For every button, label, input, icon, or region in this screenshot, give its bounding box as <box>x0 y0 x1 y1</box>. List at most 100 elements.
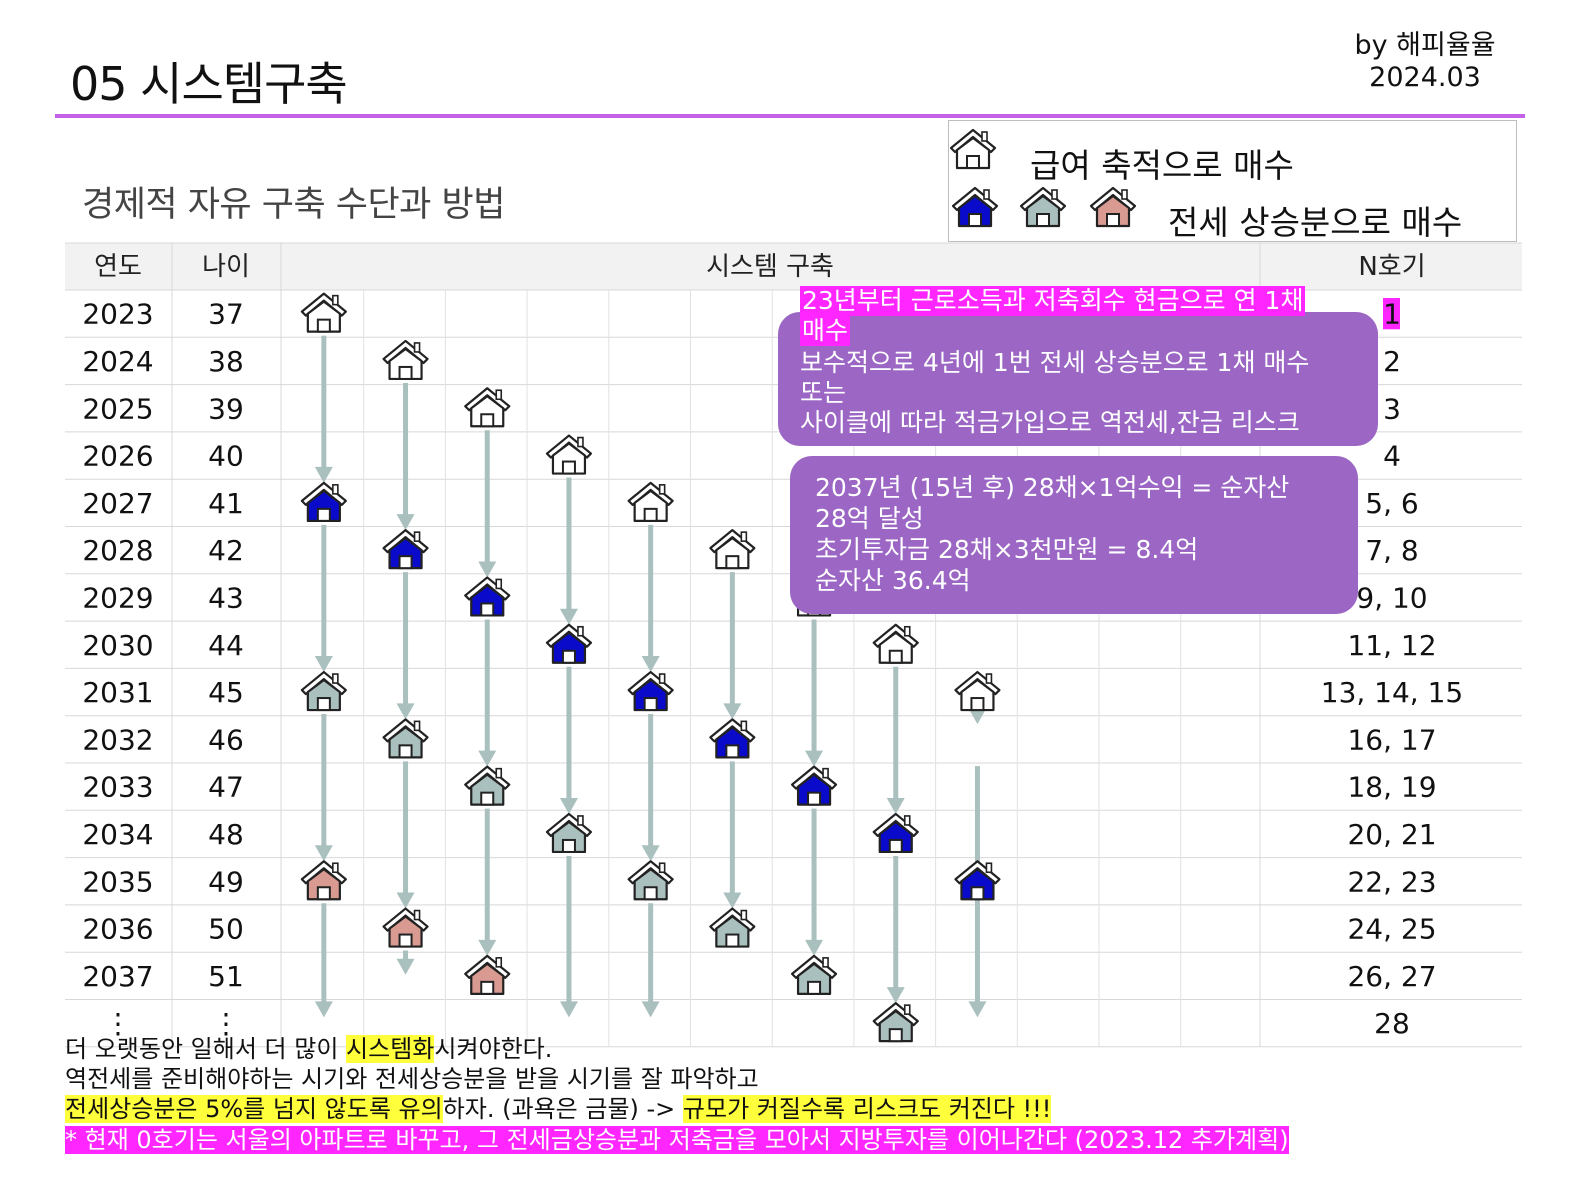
house-gray-icon <box>627 860 674 901</box>
house-body <box>1095 194 1131 228</box>
house-chimney <box>332 484 339 495</box>
cell-count: 26, 27 <box>1347 960 1436 993</box>
house-door <box>888 649 903 664</box>
house-door <box>398 933 413 948</box>
flow-arrow-head <box>396 514 415 531</box>
house-chimney <box>413 531 421 542</box>
footer-text: 하자. (과욕은 금물) -> <box>442 1095 683 1123</box>
cell-count: 20, 21 <box>1347 818 1436 851</box>
cell-year: 2028 <box>82 534 153 567</box>
cell-count: 24, 25 <box>1347 913 1436 946</box>
cell-count: 7, 8 <box>1365 534 1418 567</box>
house-chimney <box>740 531 748 542</box>
cell-age: 51 <box>208 960 244 993</box>
cell-age: 45 <box>208 676 244 709</box>
plan-note-highlight: 23년부터 근로소득과 저축회수 현금으로 연 1채 <box>800 286 1306 316</box>
title-divider <box>55 114 1525 118</box>
house-gray-icon <box>382 718 429 759</box>
house-blue-icon <box>709 718 756 759</box>
house-chimney <box>1121 189 1128 200</box>
legend-salary-label: 급여 축적으로 매수 <box>1030 146 1294 185</box>
footer-line-3: 전세상승분은 5%를 넘지 않도록 유의하자. (과욕은 금물) -> 규모가 … <box>65 1094 1052 1124</box>
house-chimney <box>658 862 666 874</box>
footer-line-2: 역전세를 준비해야하는 시기와 전세상승분을 받을 시기를 잘 파악하고 <box>65 1065 759 1093</box>
house-door <box>807 980 822 995</box>
flow-arrow-head <box>641 656 660 673</box>
house-door <box>1106 213 1120 227</box>
result-note-line: 순자산 36.4억 <box>815 566 971 595</box>
header-year: 연도 <box>94 252 142 282</box>
house-pink-icon <box>382 907 429 948</box>
house-chimney <box>495 767 503 779</box>
cell-count: 16, 17 <box>1347 723 1436 756</box>
house-body <box>715 726 750 759</box>
house-chimney <box>495 578 503 590</box>
flow-arrow-head <box>805 939 824 956</box>
house-body <box>878 820 913 854</box>
date-label: 2024.03 <box>1369 62 1481 93</box>
house-body <box>955 136 991 170</box>
house-body <box>470 773 505 806</box>
house-icon <box>627 481 674 522</box>
cell-age: 38 <box>208 345 244 378</box>
house-body <box>957 194 993 228</box>
cell-year: 2024 <box>82 345 153 378</box>
footer-highlight: 규모가 커질수록 리스크도 커진다 !!! <box>682 1095 1052 1123</box>
cell-age: 47 <box>208 771 244 804</box>
house-body <box>878 631 913 664</box>
cell-year: 2036 <box>82 913 153 946</box>
cell-age: 43 <box>208 581 244 614</box>
result-note-line: 28억 달성 <box>815 504 924 533</box>
house-chimney <box>495 389 503 401</box>
house-icon <box>382 339 429 381</box>
plan-note-text: 보수적으로 4년에 1번 전세 상승분으로 1채 매수 또는 사이클에 따라 적… <box>800 348 1360 438</box>
plan-note-highlight-2: 매수 <box>800 316 851 346</box>
house-chimney <box>332 673 339 684</box>
cell-year: 2023 <box>82 298 153 331</box>
house-chimney <box>822 957 829 968</box>
flow-arrow-head <box>396 892 415 909</box>
house-door <box>398 555 413 570</box>
house-body <box>1025 194 1061 228</box>
house-chimney <box>332 294 339 306</box>
footer-highlight-plan: * 현재 0호기는 서울의 아파트로 바꾸고, 그 전세금상승분과 저축금을 모… <box>65 1126 1289 1154</box>
result-note-line: 초기투자금 28채×3천만원 = 8.4억 <box>815 535 1199 564</box>
house-icon <box>545 434 593 475</box>
cell-age: 44 <box>208 629 244 662</box>
result-note-text: 2037년 (15년 후) 28채×1억수익 = 순자산 28억 달성 초기투자… <box>815 472 1345 596</box>
footer-text: 더 오랫동안 일해서 더 많이 <box>65 1035 347 1063</box>
flow-arrow-head <box>478 561 497 578</box>
cell-count: 11, 12 <box>1347 629 1436 662</box>
house-chimney <box>740 720 748 732</box>
house-body <box>960 868 995 901</box>
house-body <box>551 442 587 475</box>
house-body <box>551 631 587 664</box>
house-chimney <box>740 909 748 921</box>
plan-note-line: 보수적으로 4년에 1번 전세 상승분으로 1채 매수 <box>800 348 1310 377</box>
house-door <box>807 791 822 806</box>
footer-line-4: * 현재 0호기는 서울의 아파트로 바꾸고, 그 전세금상승분과 저축금을 모… <box>65 1125 1289 1155</box>
house-chimney <box>332 862 339 874</box>
cell-year: 2033 <box>82 771 153 804</box>
house-body <box>715 915 750 948</box>
house-gray-icon <box>300 670 347 712</box>
header-age: 나이 <box>202 252 250 282</box>
cell-age: 39 <box>208 392 244 425</box>
cell-count: 13, 14, 15 <box>1321 676 1464 709</box>
house-chimney <box>903 625 911 637</box>
flow-arrow-head <box>559 1001 578 1018</box>
flow-arrow-head <box>314 845 333 862</box>
flow-arrow-head <box>559 608 578 625</box>
page-title: 05 시스템구축 <box>70 57 348 111</box>
house-body <box>388 347 423 381</box>
flow-arrow-head <box>886 987 905 1004</box>
house-body <box>633 678 668 712</box>
section-subtitle: 경제적 자유 구축 수단과 방법 <box>82 185 505 225</box>
house-body <box>551 820 587 854</box>
cell-count: 22, 23 <box>1347 865 1436 898</box>
house-door <box>316 318 331 333</box>
house-body <box>633 489 668 522</box>
cell-count: 3 <box>1383 392 1401 425</box>
house-blue-icon <box>951 186 999 228</box>
